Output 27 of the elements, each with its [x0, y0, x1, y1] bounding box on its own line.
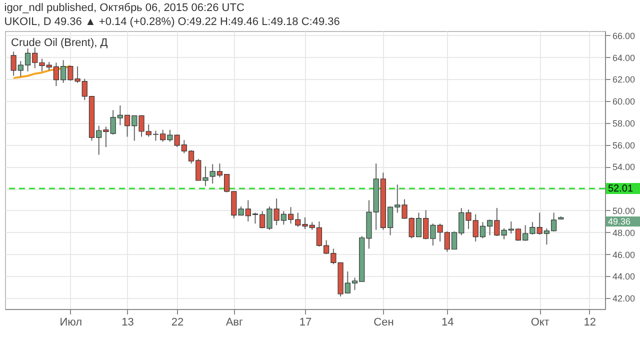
x-tick-label: Сен [374, 316, 394, 328]
y-tick-label: 54.00 [612, 162, 636, 172]
y-tick-label: 62.00 [612, 74, 636, 85]
y-tick-label: 66.00 [612, 30, 636, 41]
chart-subtitle: UKOIL, D 49.36 ▲ +0.14 (+0.28%) O:49.22 H:49.46 L:49.18 C:49.36 [4, 16, 340, 28]
x-tick-label: 17 [299, 316, 312, 328]
y-tick-label: 64.00 [612, 52, 636, 63]
y-tick-label: 58.00 [612, 118, 636, 128]
x-tick-label: Авг [226, 316, 244, 328]
line-series [12, 65, 72, 80]
x-tick-label: 12 [584, 316, 596, 328]
y-tick-label: 46.00 [612, 250, 636, 260]
x-tick-label: 13 [122, 316, 134, 328]
y-tick-label: 44.00 [612, 272, 636, 282]
ref-line-label: 52.01 [608, 183, 634, 194]
y-tick-label: 42.00 [612, 294, 636, 304]
x-tick-label: 14 [442, 316, 454, 328]
chart-title: igor_ndl published, Октябрь 06, 2015 06:26 UTC [4, 2, 244, 14]
annotation: Crude Oil (Brent), Д [11, 37, 108, 49]
x-tick-label: Окт [530, 316, 550, 328]
y-tick-label: 50.00 [612, 206, 636, 216]
y-tick-label: 48.00 [612, 228, 636, 238]
y-tick-label: 56.00 [612, 140, 636, 150]
y-tick-label: 60.00 [612, 96, 636, 107]
text: 49.36 [608, 216, 631, 226]
x-tick-label: 22 [171, 316, 184, 328]
x-tick-label: Июл [60, 316, 82, 328]
